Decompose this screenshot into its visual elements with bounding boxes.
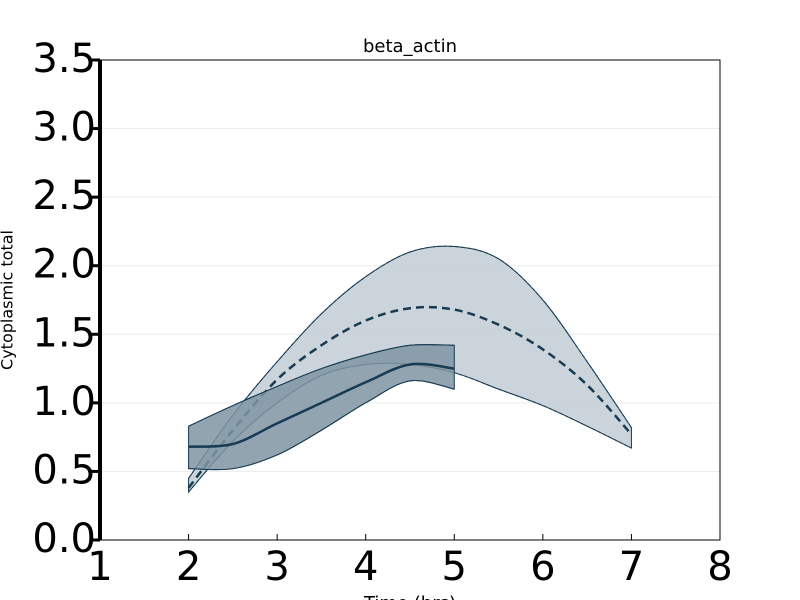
mean-line bbox=[187, 305, 633, 489]
x-tick-label: 4 bbox=[353, 544, 378, 590]
x-axis-label: Time (hrs) bbox=[363, 593, 456, 600]
band-edge bbox=[188, 380, 455, 471]
x-tick-label: 3 bbox=[264, 544, 289, 590]
x-tick-label: 2 bbox=[176, 544, 201, 590]
band-edge bbox=[188, 344, 455, 427]
x-tick-label: 7 bbox=[619, 544, 644, 590]
x-tick-label: 1 bbox=[87, 544, 112, 590]
y-tick-label: 3.5 bbox=[32, 36, 96, 82]
y-axis-label: Cytoplasmic total bbox=[0, 230, 17, 370]
band-edge bbox=[188, 245, 632, 479]
y-tick-label: 0.5 bbox=[32, 447, 96, 493]
y-tick-label: 2.5 bbox=[32, 173, 96, 219]
y-tick-label: 0.0 bbox=[32, 516, 96, 562]
x-tick-label: 5 bbox=[442, 544, 467, 590]
y-tick-label: 3.0 bbox=[32, 105, 96, 151]
chart-title: beta_actin bbox=[363, 36, 457, 57]
mean-line bbox=[188, 362, 455, 448]
y-tick-label: 2.0 bbox=[32, 242, 96, 288]
x-tick-label: 8 bbox=[707, 544, 732, 590]
y-tick-label: 1.5 bbox=[32, 310, 96, 356]
y-tick-label: 1.0 bbox=[32, 379, 96, 425]
x-tick-label: 6 bbox=[530, 544, 555, 590]
